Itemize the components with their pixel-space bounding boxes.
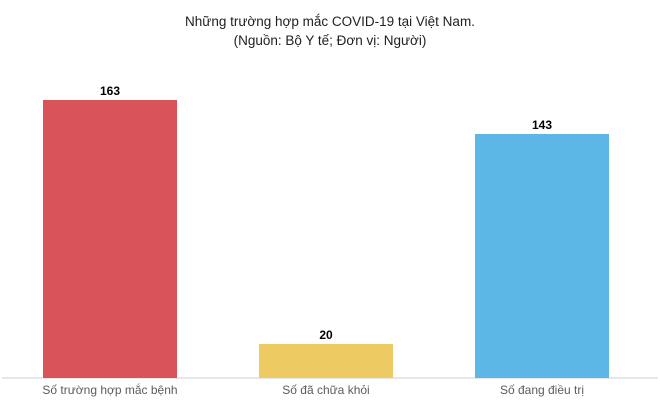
bar-group: 143 — [475, 71, 609, 378]
bar-category-label: Số đang điều trị — [499, 383, 585, 397]
bar-value-label: 163 — [99, 84, 121, 98]
bar-group: 163 — [43, 71, 177, 378]
x-axis-line — [2, 377, 658, 379]
bar-value-label: 143 — [531, 118, 553, 132]
bar[interactable] — [43, 100, 177, 378]
chart-subtitle: (Nguồn: Bộ Y tế; Đơn vị: Người) — [233, 33, 427, 48]
plot-area: 163 20 143 — [0, 71, 660, 378]
chart-title: Những trường hợp mắc COVID-19 tại Việt N… — [185, 14, 475, 29]
bar-group: 20 — [259, 71, 393, 378]
bar[interactable] — [259, 344, 393, 378]
bar-value-label: 20 — [319, 328, 333, 342]
bar-category-label: Số trường hợp mắc bệnh — [42, 383, 178, 397]
bar[interactable] — [475, 134, 609, 378]
bar-category-label: Số đã chữa khỏi — [282, 383, 370, 397]
